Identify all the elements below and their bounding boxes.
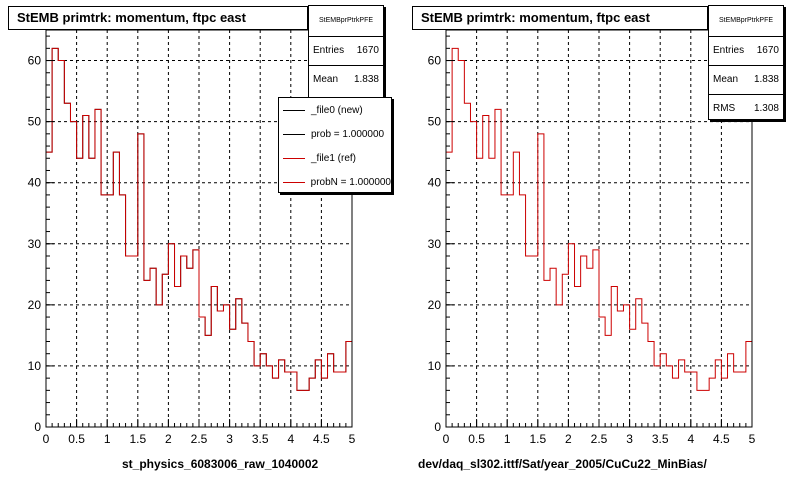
right-x-tick-label: 5: [749, 432, 756, 446]
right-x-tick-label: 4: [687, 432, 694, 446]
left-entries-value: 1670: [356, 45, 379, 56]
legend-label: probN = 1.000000: [310, 176, 391, 188]
left-y-tick-label: 60: [28, 54, 42, 68]
right-y-tick-label: 10: [428, 359, 442, 373]
left-x-tick-label: 0: [43, 432, 50, 446]
left-histogram-series-1: [45, 47, 352, 427]
right-x-tick-label: 3: [626, 432, 633, 446]
left-y-tick-label: 40: [28, 176, 42, 190]
left-stats-name: StEMBprPtrkPFE: [309, 6, 383, 37]
legend-swatch: [283, 133, 305, 135]
right-x-tick-label: 2: [565, 432, 572, 446]
left-x-tick-label: 4: [287, 432, 294, 446]
legend-swatch: [283, 157, 305, 159]
legend-swatch: [283, 109, 305, 111]
left-mean-label: Mean: [313, 74, 339, 85]
left-y-tick-label: 30: [28, 237, 42, 251]
right-y-tick-label: 40: [428, 176, 442, 190]
right-y-tick-label: 30: [428, 237, 442, 251]
right-x-tick-label: 1: [504, 432, 511, 446]
right-entries-value: 1670: [756, 45, 779, 56]
right-x-tick-label: 1.5: [529, 432, 546, 446]
left-y-tick-label: 10: [28, 359, 42, 373]
left-x-tick-label: 1: [104, 432, 111, 446]
left-y-tick-label: 50: [28, 115, 42, 129]
left-x-axis-label: st_physics_6083006_raw_1040002: [122, 457, 319, 471]
right-rms-value: 1.308: [753, 103, 779, 114]
left-x-tick-label: 3: [226, 432, 233, 446]
left-x-tick-label: 4.5: [313, 432, 330, 446]
left-title-text: StEMB primtrk: momentum, ftpc east: [17, 10, 246, 25]
legend-label: prob = 1.000000: [311, 128, 385, 140]
right-x-axis-label: dev/daq_sl302.ittf/Sat/year_2005/CuCu22_…: [418, 457, 707, 471]
left-stats-mean-row: Mean 1.838: [309, 66, 383, 94]
right-x-tick-label: 4.5: [713, 432, 730, 446]
left-x-tick-label: 0.5: [68, 432, 85, 446]
right-x-tick-label: 2.5: [591, 432, 608, 446]
right-plot-title: StEMB primtrk: momentum, ftpc east: [412, 6, 708, 30]
right-stats-box[interactable]: StEMBprPtrkPFE Entries 1670 Mean 1.838 R…: [708, 5, 784, 120]
legend-label: _file1 (ref): [311, 152, 357, 164]
right-stats-entries-row: Entries 1670: [709, 37, 783, 66]
left-x-tick-label: 5: [349, 432, 356, 446]
right-y-tick-label: 50: [428, 115, 442, 129]
right-rms-label: RMS: [713, 103, 736, 114]
left-y-tick-label: 20: [28, 298, 42, 312]
legend-entry: prob = 1.000000: [279, 122, 391, 146]
right-histogram-series-0: [445, 47, 752, 427]
left-plot-title: StEMB primtrk: momentum, ftpc east: [8, 6, 308, 30]
right-x-tick-label: 0: [443, 432, 450, 446]
left-y-tick-label: 0: [34, 420, 41, 434]
left-x-tick-label: 1.5: [129, 432, 146, 446]
right-y-tick-label: 60: [428, 54, 442, 68]
legend-label: _file0 (new): [311, 104, 363, 116]
left-mean-value: 1.838: [353, 74, 379, 85]
right-mean-value: 1.838: [753, 74, 779, 85]
right-stats-mean-row: Mean 1.838: [709, 66, 783, 95]
right-stats-rms-row: RMS 1.308: [709, 95, 783, 123]
right-entries-label: Entries: [713, 45, 745, 56]
left-x-tick-label: 2: [165, 432, 172, 446]
left-entries-label: Entries: [313, 45, 345, 56]
right-stats-name: StEMBprPtrkPFE: [709, 6, 783, 37]
right-x-tick-label: 0.5: [468, 432, 485, 446]
left-legend[interactable]: _file0 (new) prob = 1.000000 _file1 (ref…: [278, 97, 392, 193]
right-y-tick-label: 0: [434, 420, 441, 434]
legend-swatch: [283, 181, 305, 183]
legend-entry: _file0 (new): [279, 98, 391, 122]
legend-entry: _file1 (ref): [279, 146, 391, 170]
right-y-tick-label: 20: [428, 298, 442, 312]
legend-entry: probN = 1.000000: [279, 170, 391, 192]
right-x-tick-label: 3.5: [652, 432, 669, 446]
left-x-tick-label: 2.5: [191, 432, 208, 446]
left-stats-entries-row: Entries 1670: [309, 37, 383, 66]
right-title-text: StEMB primtrk: momentum, ftpc east: [421, 10, 650, 25]
left-x-tick-label: 3.5: [252, 432, 269, 446]
right-mean-label: Mean: [713, 74, 739, 85]
